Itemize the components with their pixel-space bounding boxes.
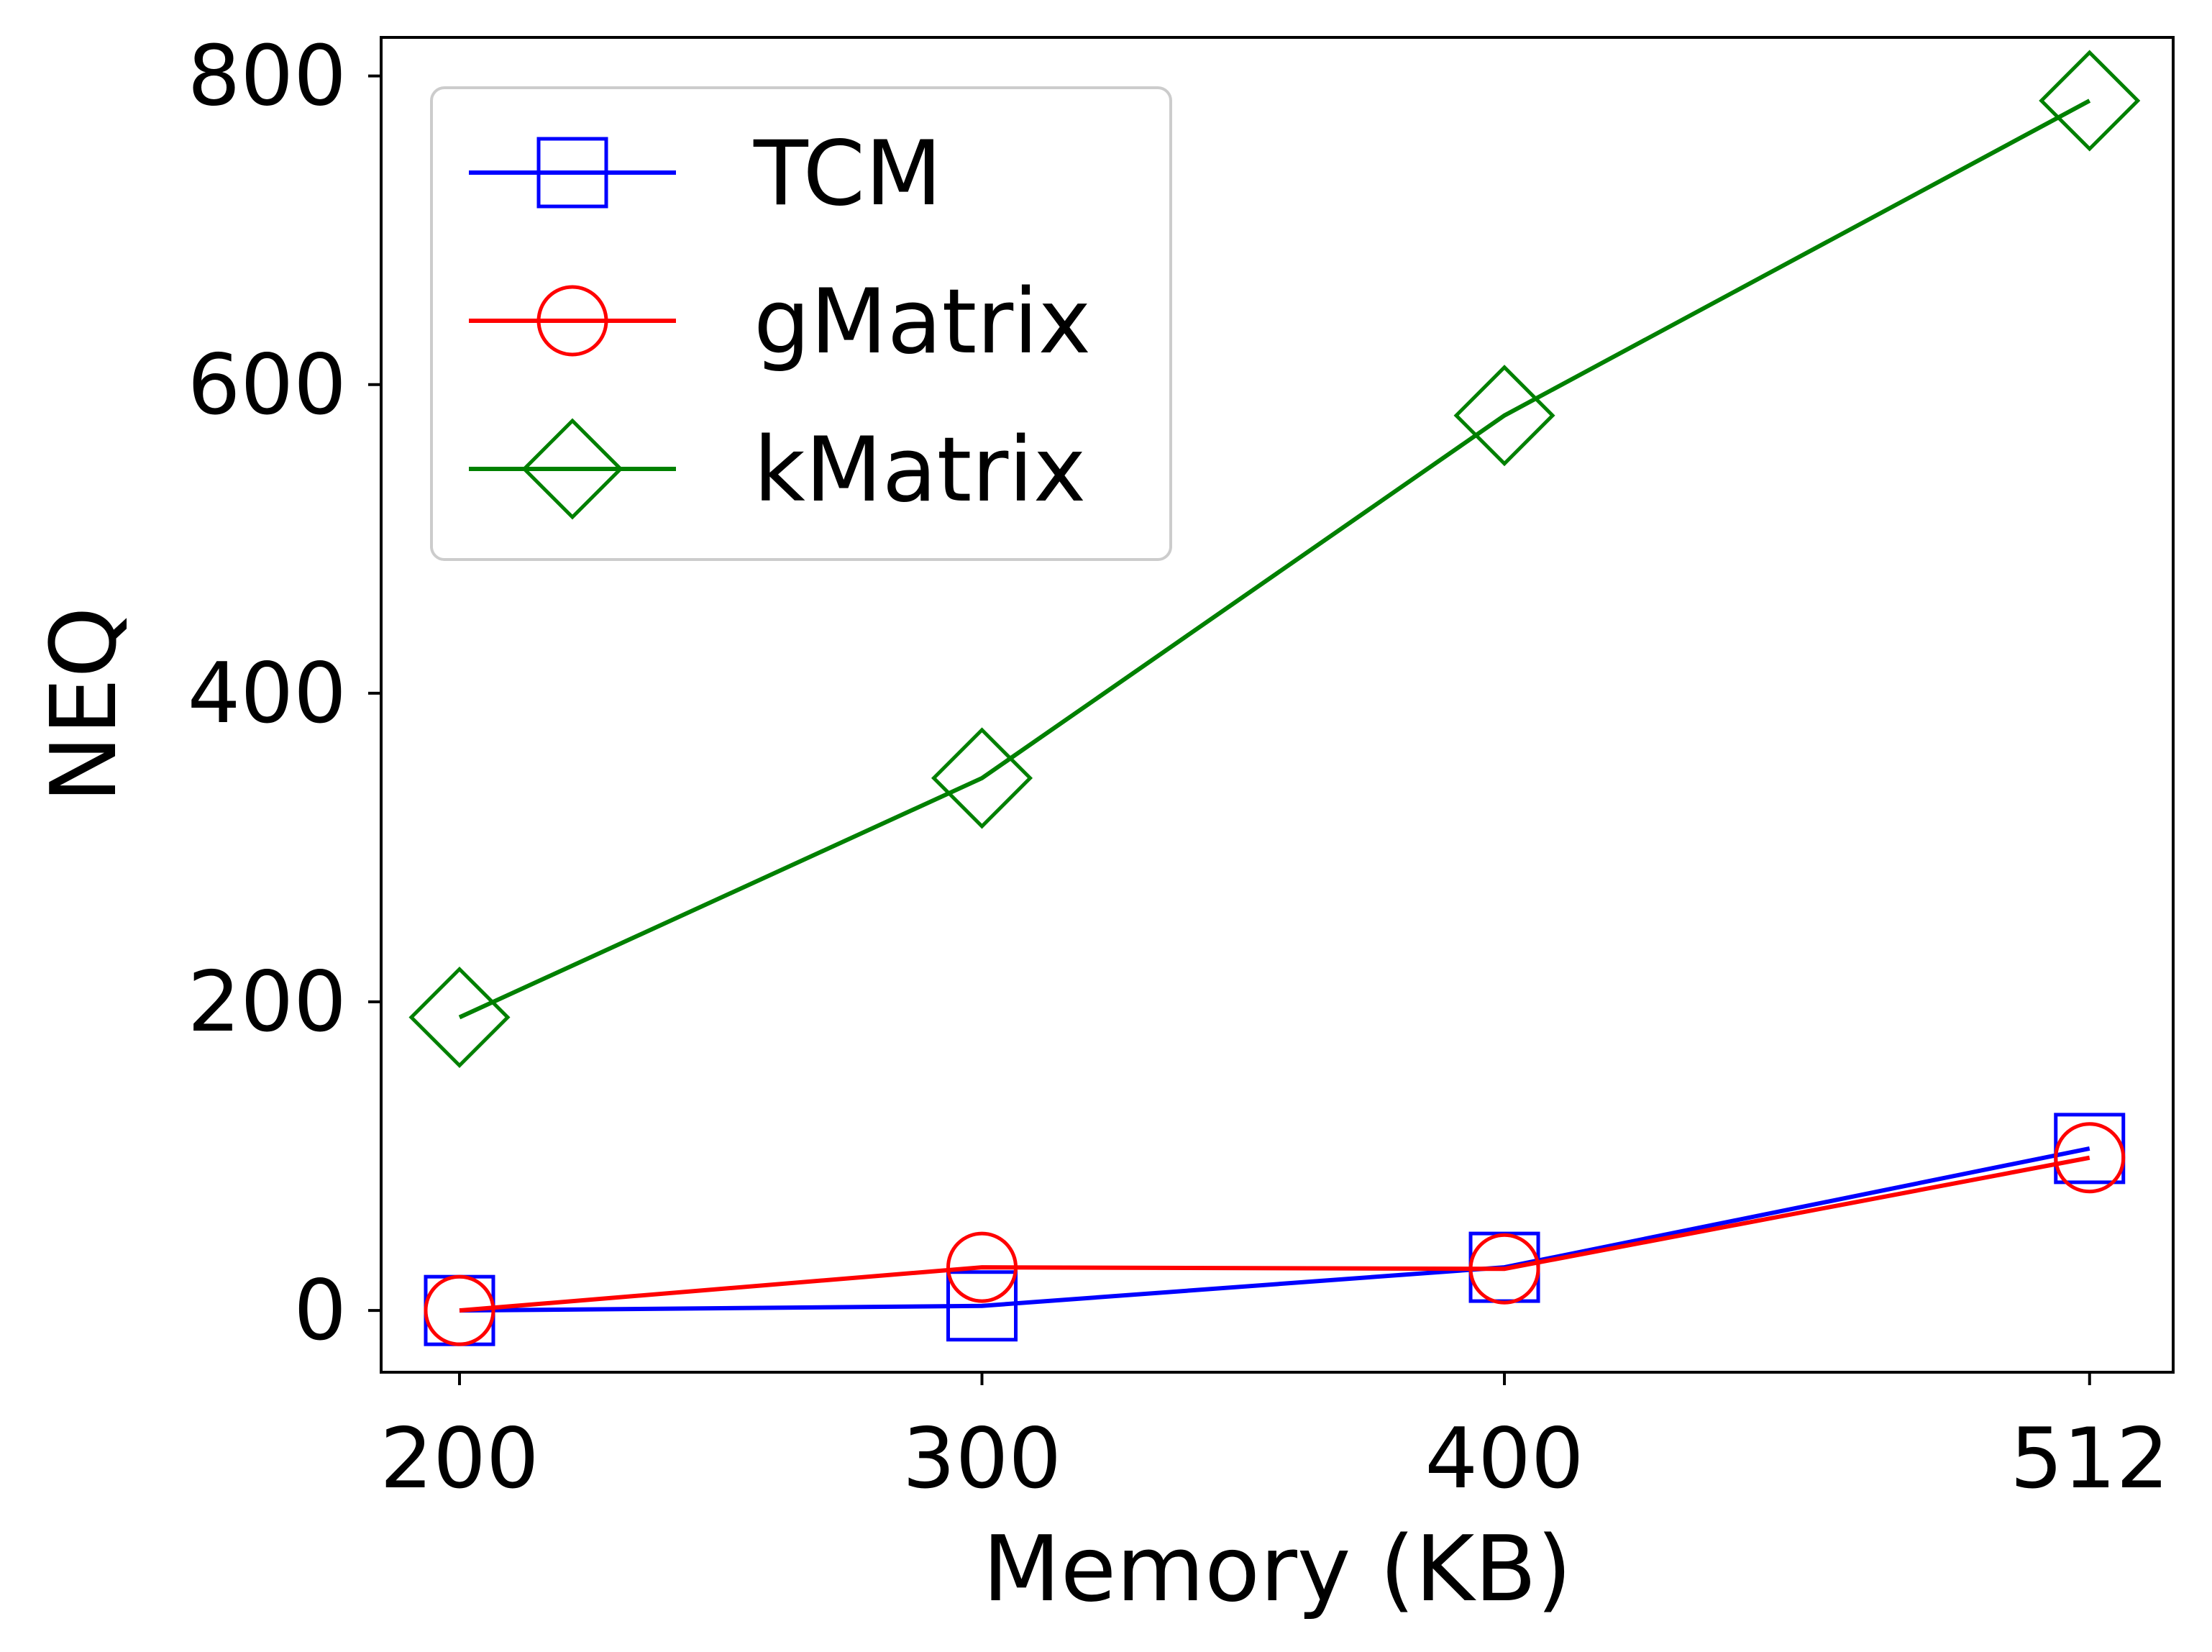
data-point [946, 1231, 1018, 1303]
legend-frame [430, 86, 1172, 561]
data-point [2054, 1122, 2126, 1194]
y-tick-label: 400 [188, 645, 347, 742]
series-line [459, 1155, 2090, 1313]
x-tick-label: 400 [1425, 1410, 1583, 1507]
y-axis-label: NEQ [31, 606, 137, 803]
y-axis: 0 200 400 600 800 [188, 28, 381, 1359]
data-point [424, 1274, 495, 1346]
legend-label: gMatrix [754, 270, 1091, 374]
data-point [1468, 1233, 1540, 1305]
y-tick-label: 600 [188, 337, 347, 434]
legend-marker [521, 418, 623, 520]
plot-area-frame [380, 36, 2175, 1374]
y-tick-label: 0 [293, 1262, 347, 1359]
x-axis: 200 300 400 512 [380, 1372, 2169, 1507]
data-point [946, 1270, 1018, 1342]
x-tick-label: 512 [2010, 1410, 2169, 1507]
x-tick-label: 200 [380, 1410, 539, 1507]
x-axis-label: Memory (KB) [982, 1516, 1572, 1622]
legend-entry: TCM [469, 122, 942, 226]
x-tick-label: 300 [902, 1410, 1061, 1507]
data-point [2039, 50, 2141, 152]
series-line [459, 1146, 2090, 1313]
legend-marker [536, 285, 608, 357]
legend: TCM gMatrix kMatrix [430, 86, 1172, 561]
data-point [1453, 365, 1555, 467]
legend-entry: kMatrix [469, 418, 1086, 522]
data-point [408, 966, 511, 1069]
y-tick-label: 800 [188, 28, 347, 125]
legend-label: kMatrix [754, 419, 1086, 522]
series-kMatrix [408, 50, 2141, 1069]
legend-entries: TCM gMatrix kMatrix [469, 122, 1091, 522]
series-gMatrix [424, 1122, 2126, 1346]
data-point [931, 727, 1033, 829]
series-line [458, 99, 2091, 1020]
y-tick-label: 200 [188, 954, 347, 1051]
legend-entry: gMatrix [469, 270, 1091, 374]
series-layer [408, 50, 2141, 1346]
legend-label: TCM [753, 122, 942, 226]
legend-marker [536, 137, 608, 209]
